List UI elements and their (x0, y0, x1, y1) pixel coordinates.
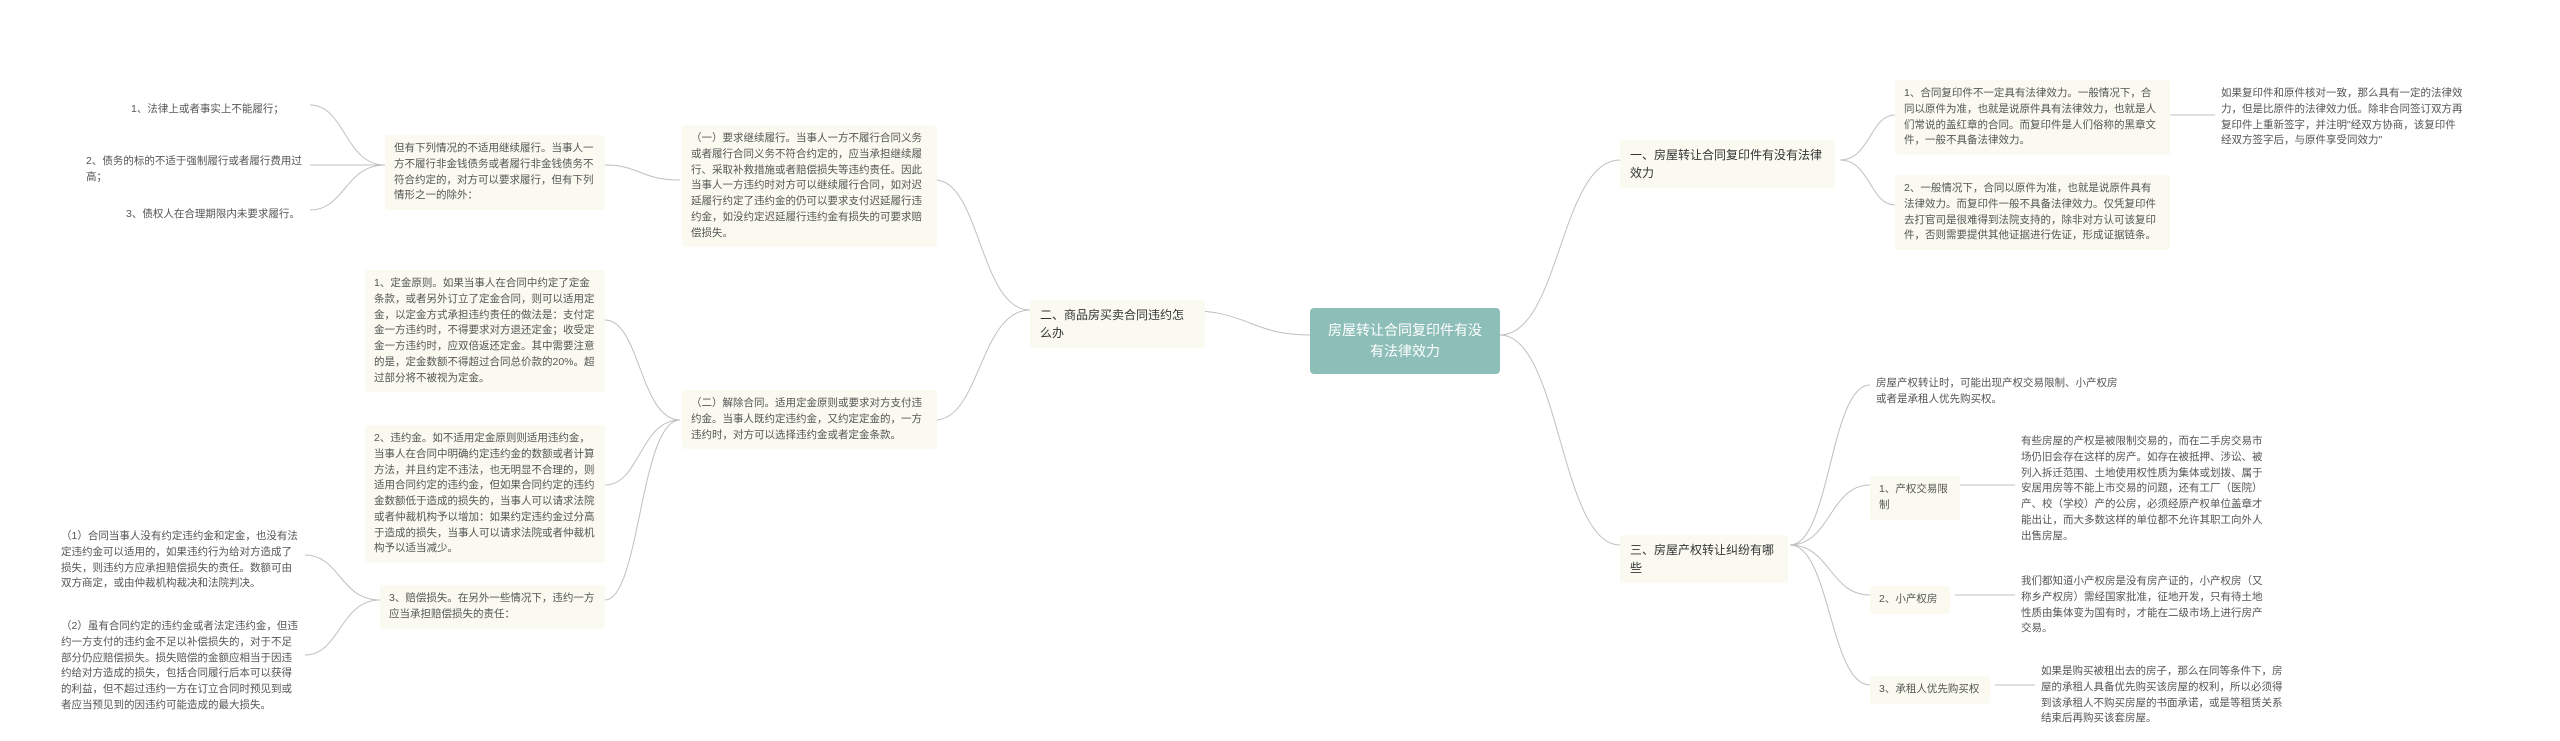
s2-1-text: （一）要求继续履行。当事人一方不履行合同义务或者履行合同义务不符合约定的，应当承… (691, 132, 922, 239)
s2-1-detail-title: 但有下列情况的不适用继续履行。当事人一方不履行非金钱债务或者履行非金钱债务不符合… (385, 135, 605, 210)
s2-1: （一）要求继续履行。当事人一方不履行合同义务或者履行合同义务不符合约定的，应当承… (682, 125, 937, 247)
s3-intro: 房屋产权转让时，可能出现产权交易限制、小产权房或者是承租人优先购买权。 (1870, 372, 2125, 412)
s1-item-1-detail-text: 如果复印件和原件核对一致，那么具有一定的法律效力，但是比原件的法律效力低。除非合… (2221, 87, 2463, 146)
s1-item-2-text: 2、一般情况下，合同以原件为准，也就是说原件具有法律效力。而复印件一般不具备法律… (1904, 182, 2156, 241)
s1-item-1-detail: 如果复印件和原件核对一致，那么具有一定的法律效力，但是比原件的法律效力低。除非合… (2215, 82, 2470, 153)
s3-item-3-detail: 如果是购买被租出去的房子，那么在同等条件下，房屋的承租人具备优先购买该房屋的权利… (2035, 660, 2295, 731)
section-1-title: 一、房屋转让合同复印件有没有法律效力 (1630, 148, 1822, 180)
s3-item-2-detail-text: 我们都知道小产权房是没有房产证的，小产权房（又称乡产权房）需经国家批准，征地开发… (2021, 575, 2263, 634)
s2-1-i3: 3、债权人在合理期限内未要求履行。 (120, 203, 310, 227)
s2-2-text: （二）解除合同。适用定金原则或要求对方支付违约金。当事人既约定违约金，又约定定金… (691, 397, 922, 441)
section-2-title: 二、商品房买卖合同违约怎么办 (1040, 308, 1184, 340)
s1-item-2: 2、一般情况下，合同以原件为准，也就是说原件具有法律效力。而复印件一般不具备法律… (1895, 175, 2170, 250)
s2-1-i3-text: 3、债权人在合理期限内未要求履行。 (126, 208, 300, 220)
s3-intro-text: 房屋产权转让时，可能出现产权交易限制、小产权房或者是承租人优先购买权。 (1876, 377, 2118, 405)
s2-2-i2-text: 2、违约金。如不适用定金原则则适用违约金，当事人在合同中明确约定违约金的数额或者… (374, 432, 595, 554)
s2-2-i3-sub1-text: （1）合同当事人没有约定违约金和定金，也没有法定违约金可以适用的，如果违约行为给… (61, 530, 298, 589)
s2-1-i2-text: 2、债务的标的不适于强制履行或者履行费用过高； (86, 155, 302, 183)
section-3-title: 三、房屋产权转让纠纷有哪些 (1630, 543, 1774, 575)
s1-item-1-text: 1、合同复印件不一定具有法律效力。一般情况下，合同以原件为准，也就是说原件具有法… (1904, 87, 2156, 146)
s2-2: （二）解除合同。适用定金原则或要求对方支付违约金。当事人既约定违约金，又约定定金… (682, 390, 937, 449)
s3-item-1-detail: 有些房屋的产权是被限制交易的，而在二手房交易市场仍旧会存在这样的房产。如存在被抵… (2015, 430, 2275, 548)
s2-2-i1-text: 1、定金原则。如果当事人在合同中约定了定金条款，或者另外订立了定金合同，则可以适… (374, 277, 595, 384)
s2-1-i1: 1、法律上或者事实上不能履行； (125, 98, 313, 122)
s3-item-3-detail-text: 如果是购买被租出去的房子，那么在同等条件下，房屋的承租人具备优先购买该房屋的权利… (2041, 665, 2283, 724)
s2-2-i3-sub2-text: （2）虽有合同约定的违约金或者法定违约金，但违约一方支付的违约金不足以补偿损失的… (61, 620, 298, 711)
s3-item-2-title: 2、小产权房 (1879, 593, 1937, 605)
s3-item-1-title: 1、产权交易限制 (1879, 483, 1948, 511)
section-3: 三、房屋产权转让纠纷有哪些 (1620, 535, 1788, 583)
root-title: 房屋转让合同复印件有没有法律效力 (1328, 322, 1482, 359)
s3-item-1: 1、产权交易限制 (1870, 476, 1960, 520)
s2-2-i3: 3、赔偿损失。在另外一些情况下，违约一方应当承担赔偿损失的责任： (380, 585, 605, 629)
s2-1-i1-text: 1、法律上或者事实上不能履行； (131, 103, 284, 115)
section-2: 二、商品房买卖合同违约怎么办 (1030, 300, 1205, 348)
section-1: 一、房屋转让合同复印件有没有法律效力 (1620, 140, 1835, 188)
s2-2-i3-sub1: （1）合同当事人没有约定违约金和定金，也没有法定违约金可以适用的，如果违约行为给… (55, 525, 305, 596)
s3-item-3-title: 3、承租人优先购买权 (1879, 683, 1979, 695)
s3-item-2-detail: 我们都知道小产权房是没有房产证的，小产权房（又称乡产权房）需经国家批准，征地开发… (2015, 570, 2275, 641)
s2-2-i2: 2、违约金。如不适用定金原则则适用违约金，当事人在合同中明确约定违约金的数额或者… (365, 425, 605, 563)
s3-item-3: 3、承租人优先购买权 (1870, 676, 1990, 704)
s1-item-1: 1、合同复印件不一定具有法律效力。一般情况下，合同以原件为准，也就是说原件具有法… (1895, 80, 2170, 155)
root-node: 房屋转让合同复印件有没有法律效力 (1310, 308, 1500, 374)
s2-1-detail-title-text: 但有下列情况的不适用继续履行。当事人一方不履行非金钱债务或者履行非金钱债务不符合… (394, 142, 594, 201)
s2-1-i2: 2、债务的标的不适于强制履行或者履行费用过高； (80, 150, 310, 190)
s2-2-i1: 1、定金原则。如果当事人在合同中约定了定金条款，或者另外订立了定金合同，则可以适… (365, 270, 605, 392)
s3-item-1-detail-text: 有些房屋的产权是被限制交易的，而在二手房交易市场仍旧会存在这样的房产。如存在被抵… (2021, 435, 2263, 542)
s2-2-i3-sub2: （2）虽有合同约定的违约金或者法定违约金，但违约一方支付的违约金不足以补偿损失的… (55, 615, 305, 718)
s3-item-2: 2、小产权房 (1870, 586, 1950, 614)
s2-2-i3-title: 3、赔偿损失。在另外一些情况下，违约一方应当承担赔偿损失的责任： (389, 592, 594, 620)
